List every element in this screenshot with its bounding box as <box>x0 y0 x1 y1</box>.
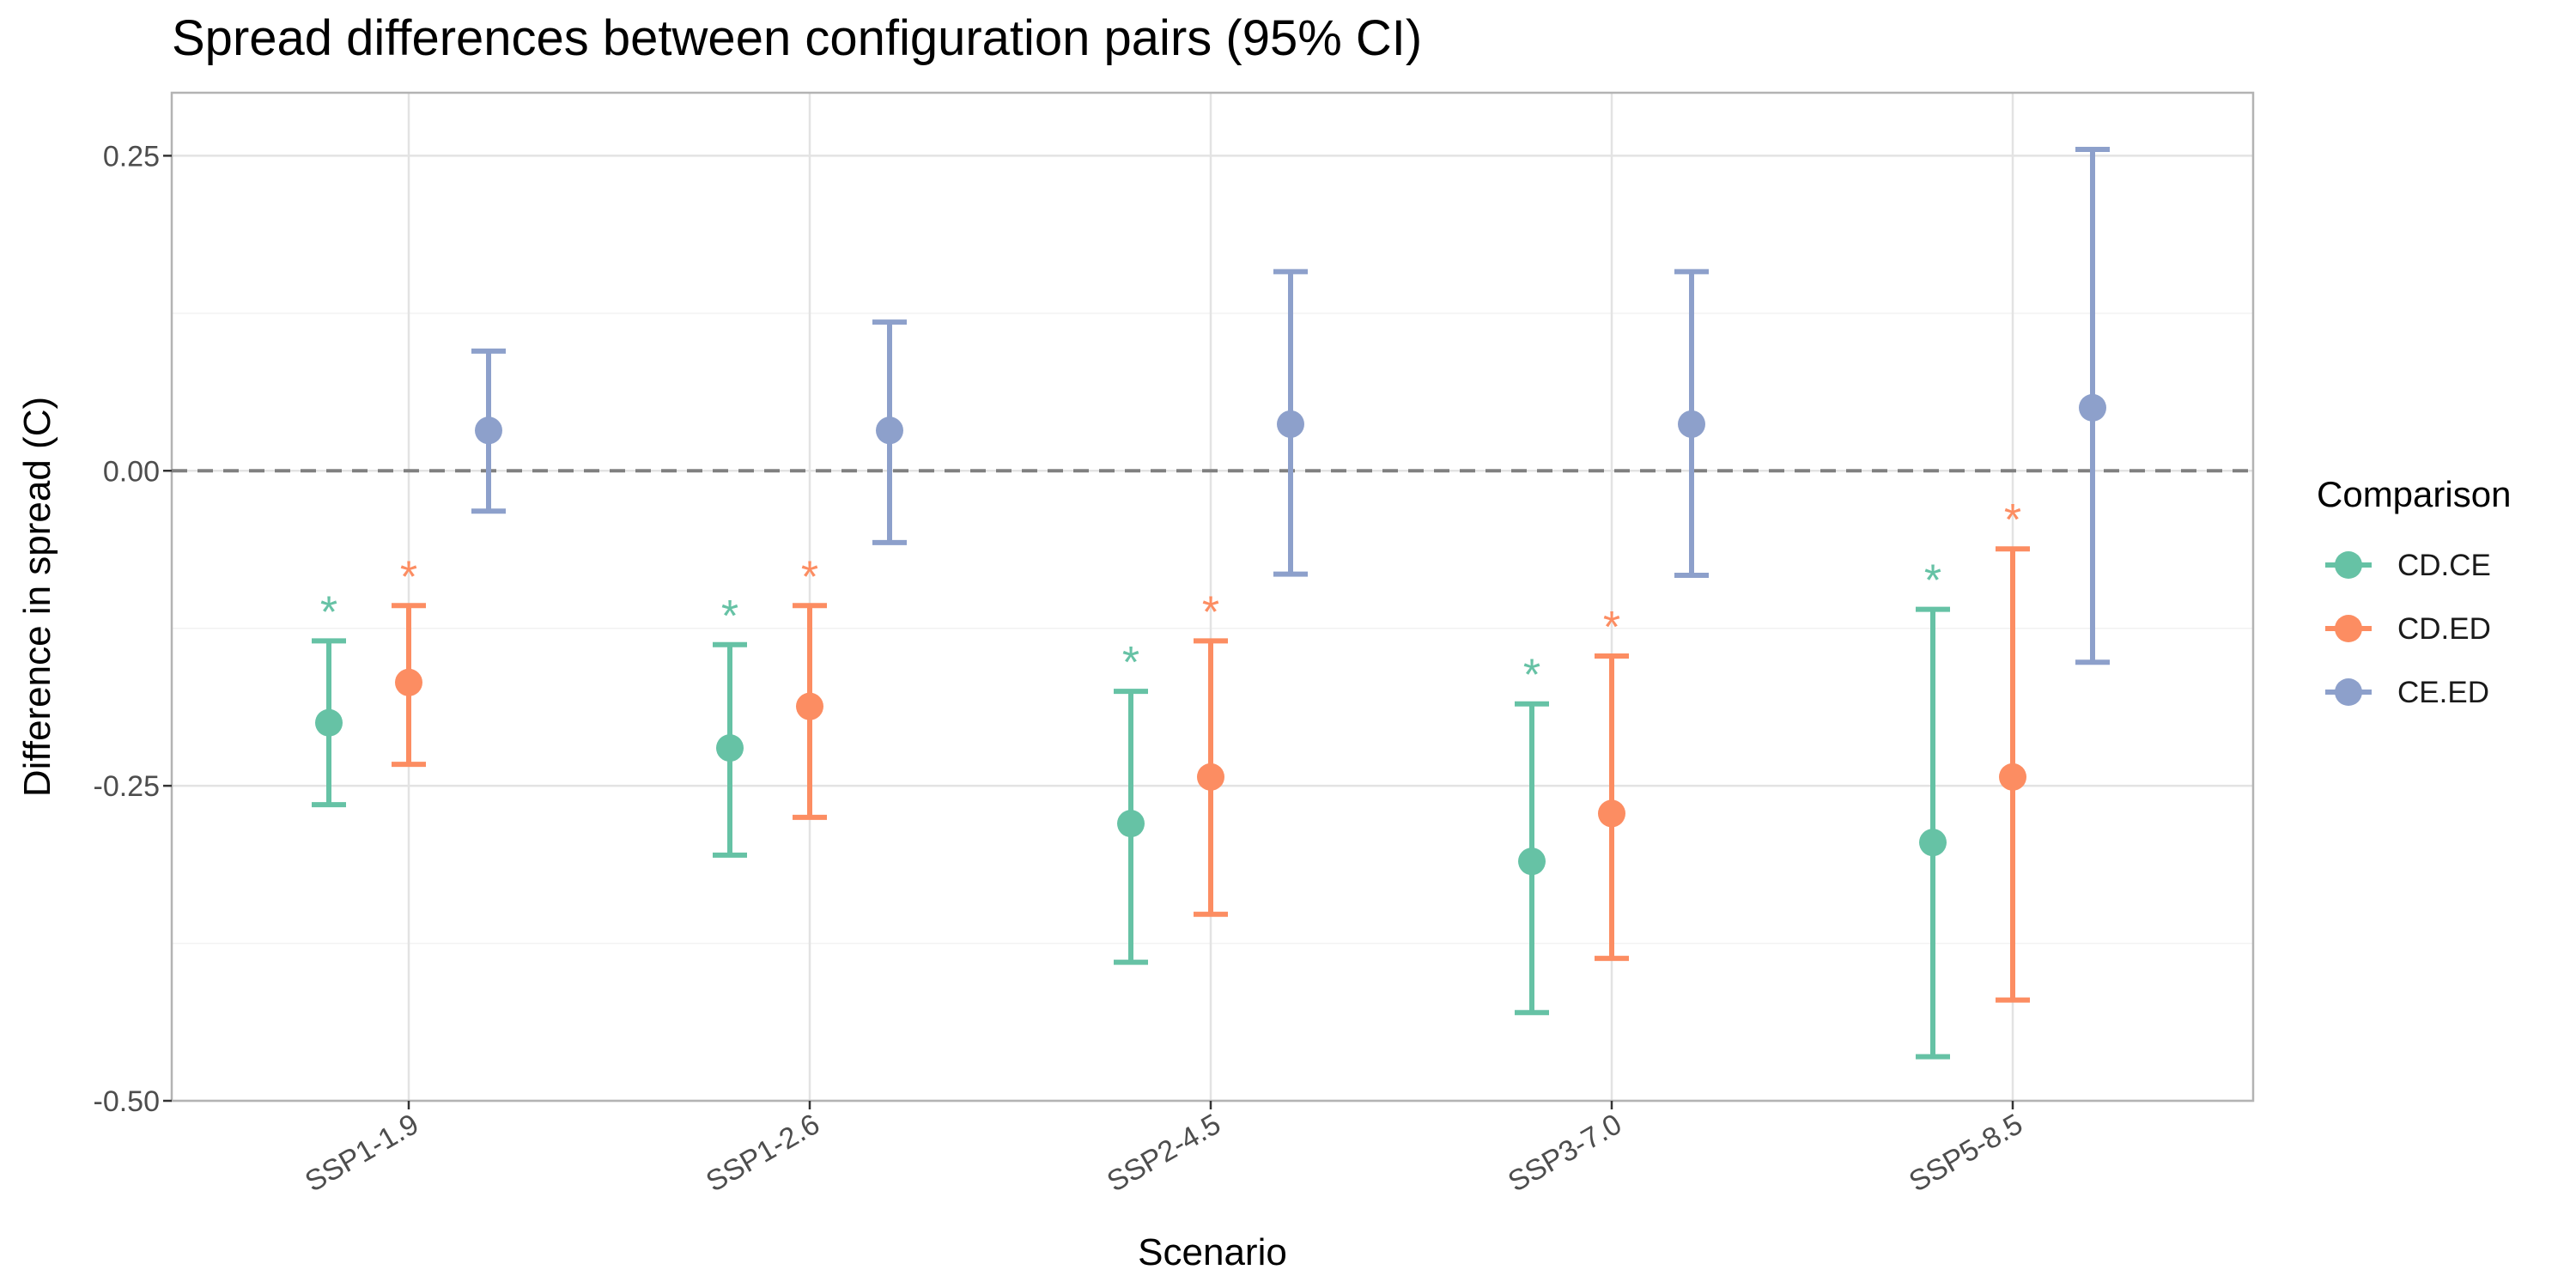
legend-label-CD.CE: CD.CE <box>2397 549 2491 582</box>
x-tick-label: SSP2-4.5 <box>1102 1108 1226 1199</box>
point-CD.ED <box>796 692 823 720</box>
point-CD.ED <box>1999 762 2026 791</box>
x-tick-label: SSP3-7.0 <box>1503 1108 1627 1199</box>
significance-marker: * <box>1523 651 1540 701</box>
legend-title: Comparison <box>2317 474 2511 514</box>
y-axis-title: Difference in spread (C) <box>16 397 58 797</box>
point-CD.CE <box>1919 829 1947 857</box>
point-CE.ED <box>876 416 903 445</box>
point-CE.ED <box>1277 410 1304 438</box>
point-CD.CE <box>1117 810 1145 838</box>
significance-marker: * <box>320 587 337 637</box>
legend-label-CD.ED: CD.ED <box>2397 612 2491 646</box>
chart-title: Spread differences between configuration… <box>172 10 1422 66</box>
point-CD.ED <box>1598 799 1625 828</box>
y-tick-label: 0.25 <box>103 140 160 173</box>
y-tick-label: 0.00 <box>103 455 160 488</box>
significance-marker: * <box>1924 556 1941 606</box>
point-CD.ED <box>1197 762 1224 791</box>
significance-marker: * <box>2004 495 2021 545</box>
legend-key-point <box>2335 551 2362 579</box>
panel-border <box>170 91 2255 1103</box>
x-tick-label: SSP5-8.5 <box>1904 1108 2028 1199</box>
x-tick-label: SSP1-1.9 <box>300 1108 424 1199</box>
y-tick-label: -0.25 <box>94 770 161 803</box>
significance-marker: * <box>801 552 818 602</box>
legend-items: CD.CE CD.ED CE.ED <box>2325 549 2491 709</box>
y-tick-label: -0.50 <box>94 1085 161 1118</box>
point-CE.ED <box>1678 410 1705 438</box>
x-axis-title: Scenario <box>1138 1231 1287 1273</box>
x-axis-ticks: SSP1-1.9 SSP1-2.6 SSP2-4.5 SSP3-7.0 SSP5-8.5 <box>300 1101 2028 1199</box>
significance-marker: * <box>1122 638 1139 688</box>
y-axis-ticks: -0.50 -0.25 0.00 0.25 <box>94 140 172 1118</box>
x-tick-label: SSP1-2.6 <box>701 1108 825 1199</box>
point-CD.ED <box>395 668 422 696</box>
legend-label-CE.ED: CE.ED <box>2397 676 2489 709</box>
point-CD.CE <box>716 734 744 762</box>
legend: Comparison CD.CE CD.ED CE.ED <box>2317 474 2511 709</box>
point-CE.ED <box>475 416 502 445</box>
significance-marker: * <box>721 592 738 641</box>
significance-marker: * <box>1202 587 1219 637</box>
point-CD.CE <box>315 708 343 737</box>
legend-key-point <box>2335 678 2362 706</box>
significance-marker: * <box>1603 603 1620 653</box>
point-CD.CE <box>1518 848 1546 876</box>
data-marks: * * * * * * * * * * <box>312 147 2110 1060</box>
significance-marker: * <box>400 552 417 602</box>
point-CE.ED <box>2079 393 2106 422</box>
legend-key-point <box>2335 615 2362 642</box>
